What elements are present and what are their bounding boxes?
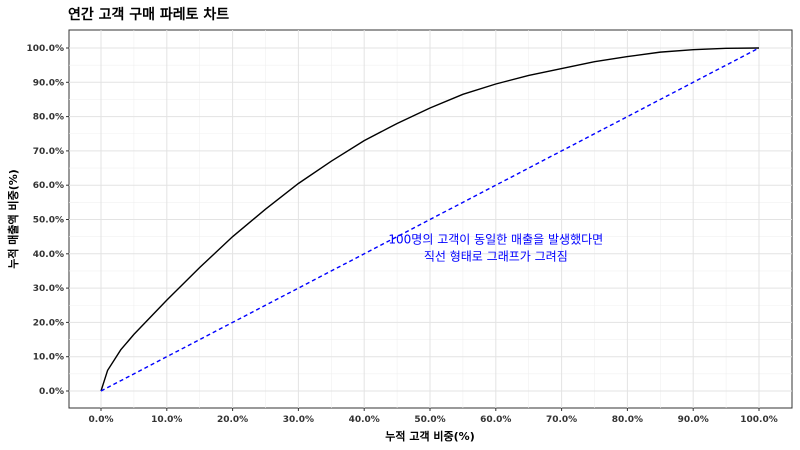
y-tick-label: 0.0% <box>39 387 64 397</box>
annotation-text: 100명의 고객이 동일한 매출을 발생했다면 <box>388 233 603 247</box>
y-tick-label: 40.0% <box>33 250 64 260</box>
y-tick-label: 10.0% <box>33 353 64 363</box>
x-tick-label: 10.0% <box>151 415 182 425</box>
x-tick-label: 60.0% <box>480 415 511 425</box>
y-tick-label: 80.0% <box>33 113 64 123</box>
equality-line <box>100 47 760 392</box>
x-tick-label: 20.0% <box>217 415 248 425</box>
series-group <box>100 47 760 392</box>
x-tick-label: 80.0% <box>612 415 643 425</box>
annotation-text: 직선 형태로 그래프가 그려짐 <box>424 250 568 264</box>
y-tick-label: 100.0% <box>27 44 65 54</box>
x-tick-label: 70.0% <box>546 415 577 425</box>
y-tick-label: 50.0% <box>33 216 64 226</box>
y-axis-title: 누적 매출액 비중(%) <box>6 169 20 269</box>
x-tick-label: 0.0% <box>89 415 114 425</box>
x-tick-label: 50.0% <box>414 415 445 425</box>
chart-title: 연간 고객 구매 파레토 차트 <box>68 6 229 23</box>
x-axis-ticks: 0.0% 10.0% 20.0% 30.0% 40.0% 50.0% 60.0% 70.0% 8… <box>89 408 778 425</box>
x-tick-label: 40.0% <box>349 415 380 425</box>
y-axis-ticks: 0.0% 10.0% 20.0% 30.0% 40.0% 50.0% 60.0% 70.0% 8… <box>27 44 69 397</box>
y-tick-label: 90.0% <box>33 78 64 88</box>
x-tick-label: 100.0% <box>740 415 778 425</box>
y-tick-label: 20.0% <box>33 318 64 328</box>
x-tick-label: 30.0% <box>283 415 314 425</box>
y-tick-label: 30.0% <box>33 284 64 294</box>
cumulative-curve <box>100 47 760 392</box>
x-tick-label: 90.0% <box>678 415 709 425</box>
y-tick-label: 70.0% <box>33 147 64 157</box>
y-tick-label: 60.0% <box>33 181 64 191</box>
x-axis-title: 누적 고객 비중(%) <box>385 429 474 443</box>
